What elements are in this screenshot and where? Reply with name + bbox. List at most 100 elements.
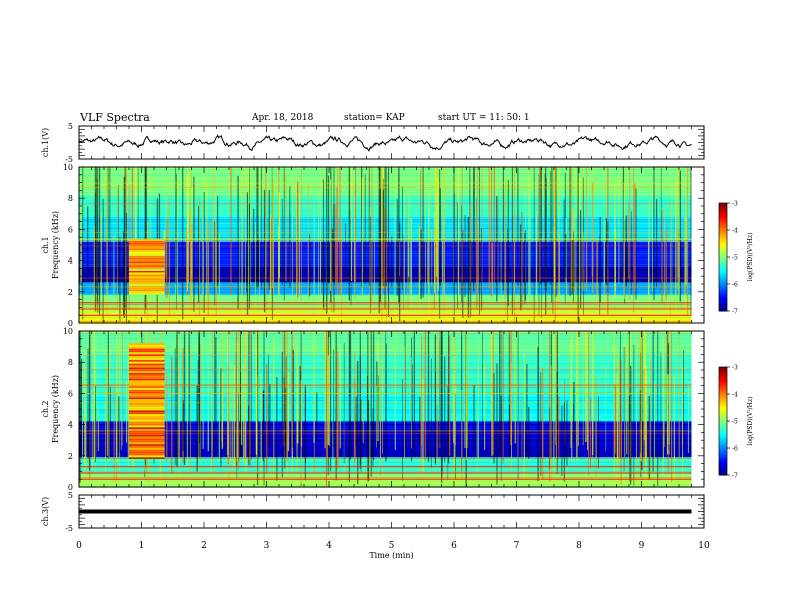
burst-line <box>129 369 165 371</box>
burst-line <box>129 360 165 362</box>
band-texture <box>79 418 692 420</box>
colorbar-ch1-spectrogram: -3 -4 -5 -6 -7 log(PSD)(V²/Hz) <box>718 201 754 316</box>
band-texture <box>79 440 692 441</box>
burst-line <box>129 354 165 356</box>
x-axis-label: Time (min) <box>369 551 413 560</box>
burst-line <box>129 418 165 420</box>
band-texture <box>79 442 692 444</box>
colorbar-segment <box>719 377 727 381</box>
colorbar-segment <box>719 397 727 400</box>
band-texture <box>79 388 692 390</box>
colorbar-segment <box>719 372 727 375</box>
burst-line <box>129 356 165 358</box>
colorbar-segment <box>719 449 727 453</box>
burst-line <box>129 414 165 416</box>
colorbar-tick-label: -4 <box>732 228 738 235</box>
band-texture <box>79 347 692 349</box>
burst-line <box>129 291 165 294</box>
colorbar-segment <box>719 235 727 238</box>
panel-ch1-waveform: 5 -5 ch.1(V) <box>41 122 705 164</box>
colorbar-segment <box>719 244 727 247</box>
colorbar-segment <box>719 305 727 308</box>
burst-line <box>129 382 165 385</box>
band-texture <box>79 426 692 428</box>
burst-line <box>129 373 165 375</box>
ch1-trace <box>78 134 692 152</box>
colorbar-segment <box>719 442 727 445</box>
burst-line <box>129 250 165 252</box>
colorbar-label: log(PSD)(V²/Hz) <box>747 397 754 446</box>
burst-line <box>129 416 165 418</box>
colorbar-segment <box>719 413 727 417</box>
band-texture <box>79 401 692 403</box>
colorbar-segment <box>719 471 727 474</box>
burst-line <box>129 289 165 292</box>
band-texture <box>79 465 692 467</box>
colorbar-segment <box>719 410 727 413</box>
y-tick-label: 0 <box>68 319 73 328</box>
colorbar-segment <box>719 381 727 384</box>
band-texture <box>79 391 692 392</box>
burst-line <box>129 348 165 351</box>
band-texture <box>79 316 692 317</box>
colorbar-segment <box>719 255 727 258</box>
band-texture <box>79 404 692 406</box>
y-tick-label: 8 <box>68 194 73 203</box>
colorbar-segment <box>719 242 727 245</box>
burst-line <box>129 255 165 258</box>
colorbar-segment <box>719 460 727 463</box>
band-texture <box>79 438 692 439</box>
burst-line <box>129 293 165 295</box>
colorbar-segment <box>719 376 727 379</box>
burst-line <box>129 429 165 431</box>
y-axis-label: ch.2 <box>41 400 50 417</box>
colorbar-segment <box>719 258 727 262</box>
colorbar-tick-label: -7 <box>732 473 738 480</box>
band-texture <box>79 450 692 452</box>
colorbar-segment <box>719 276 727 280</box>
band-texture <box>79 307 692 309</box>
colorbar-ch2-spectrogram: -3 -4 -5 -6 -7 log(PSD)(V²/Hz) <box>718 365 754 480</box>
colorbar-segment <box>719 257 727 260</box>
colorbar-segment <box>719 219 727 222</box>
band-texture <box>79 376 692 378</box>
band-texture <box>79 313 692 315</box>
band-texture <box>79 372 692 374</box>
burst-line <box>129 408 165 411</box>
band-texture <box>79 429 692 431</box>
burst-line <box>129 444 165 446</box>
y-tick-label: 4 <box>68 257 73 266</box>
burst-line <box>129 361 165 364</box>
colorbar-segment <box>719 210 727 213</box>
colorbar-segment <box>719 422 727 426</box>
x-tick-label: 6 <box>451 541 457 551</box>
band-texture <box>79 358 692 360</box>
burst-line <box>129 403 165 405</box>
burst-line <box>129 419 165 422</box>
colorbar-segment <box>719 231 727 235</box>
burst-line <box>129 261 165 264</box>
y-axis-label: Frequency (kHz) <box>51 211 60 279</box>
colorbar-segment <box>719 394 727 397</box>
colorbar-segment <box>719 230 727 233</box>
burst-line <box>129 425 165 428</box>
y-tick-label: 5 <box>68 122 73 131</box>
band-texture <box>79 473 692 475</box>
burst-line <box>129 457 165 459</box>
colorbar-segment <box>719 278 727 281</box>
burst-line <box>129 244 165 247</box>
burst-line <box>129 284 165 286</box>
band-texture <box>79 356 692 358</box>
colorbar-segment <box>719 435 727 438</box>
band-texture <box>79 335 692 337</box>
colorbar-tick-label: -6 <box>732 282 738 289</box>
colorbar-segment <box>719 289 727 292</box>
colorbar-segment <box>719 303 727 307</box>
band-texture <box>79 454 692 456</box>
burst-line <box>129 395 165 398</box>
burst-line <box>129 431 165 433</box>
colorbar-segment <box>719 273 727 276</box>
y-tick-label: -5 <box>65 524 73 533</box>
burst-line <box>129 404 165 407</box>
burst-line <box>129 246 165 249</box>
